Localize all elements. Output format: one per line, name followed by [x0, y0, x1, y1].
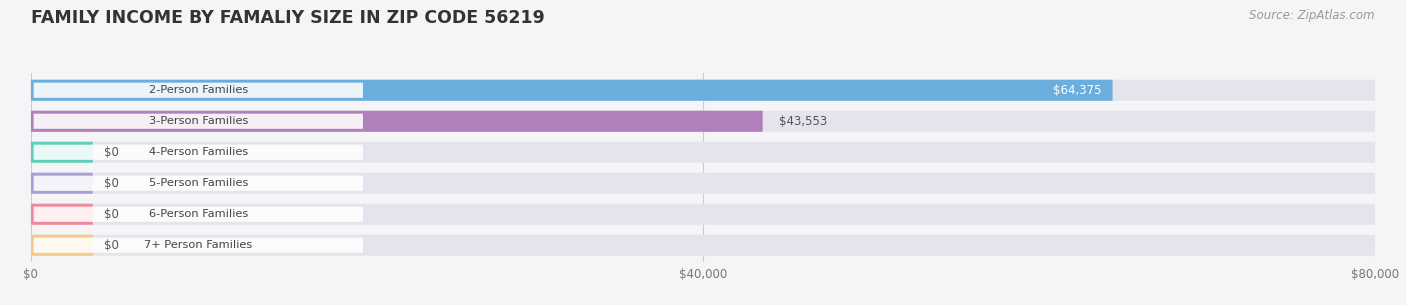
FancyBboxPatch shape	[31, 111, 762, 132]
FancyBboxPatch shape	[31, 142, 93, 163]
FancyBboxPatch shape	[31, 173, 1375, 194]
Text: 5-Person Families: 5-Person Families	[149, 178, 247, 188]
Text: 2-Person Families: 2-Person Families	[149, 85, 247, 95]
Text: Source: ZipAtlas.com: Source: ZipAtlas.com	[1250, 9, 1375, 22]
Text: FAMILY INCOME BY FAMALIY SIZE IN ZIP CODE 56219: FAMILY INCOME BY FAMALIY SIZE IN ZIP COD…	[31, 9, 544, 27]
Text: $0: $0	[104, 146, 118, 159]
Text: $43,553: $43,553	[779, 115, 827, 128]
FancyBboxPatch shape	[34, 83, 363, 98]
Text: 4-Person Families: 4-Person Families	[149, 147, 247, 157]
FancyBboxPatch shape	[31, 204, 1375, 225]
FancyBboxPatch shape	[34, 207, 363, 222]
Text: $0: $0	[104, 208, 118, 221]
FancyBboxPatch shape	[34, 145, 363, 160]
FancyBboxPatch shape	[34, 176, 363, 191]
FancyBboxPatch shape	[31, 235, 1375, 256]
FancyBboxPatch shape	[34, 114, 363, 129]
FancyBboxPatch shape	[31, 111, 1375, 132]
Text: $0: $0	[104, 239, 118, 252]
FancyBboxPatch shape	[34, 238, 363, 253]
FancyBboxPatch shape	[31, 173, 93, 194]
FancyBboxPatch shape	[31, 80, 1375, 101]
Text: 7+ Person Families: 7+ Person Families	[145, 240, 253, 250]
FancyBboxPatch shape	[31, 235, 93, 256]
FancyBboxPatch shape	[31, 204, 93, 225]
Text: $64,375: $64,375	[1053, 84, 1102, 97]
Text: 6-Person Families: 6-Person Families	[149, 209, 247, 219]
Text: 3-Person Families: 3-Person Families	[149, 116, 247, 126]
Text: $0: $0	[104, 177, 118, 190]
FancyBboxPatch shape	[31, 142, 1375, 163]
FancyBboxPatch shape	[31, 80, 1112, 101]
